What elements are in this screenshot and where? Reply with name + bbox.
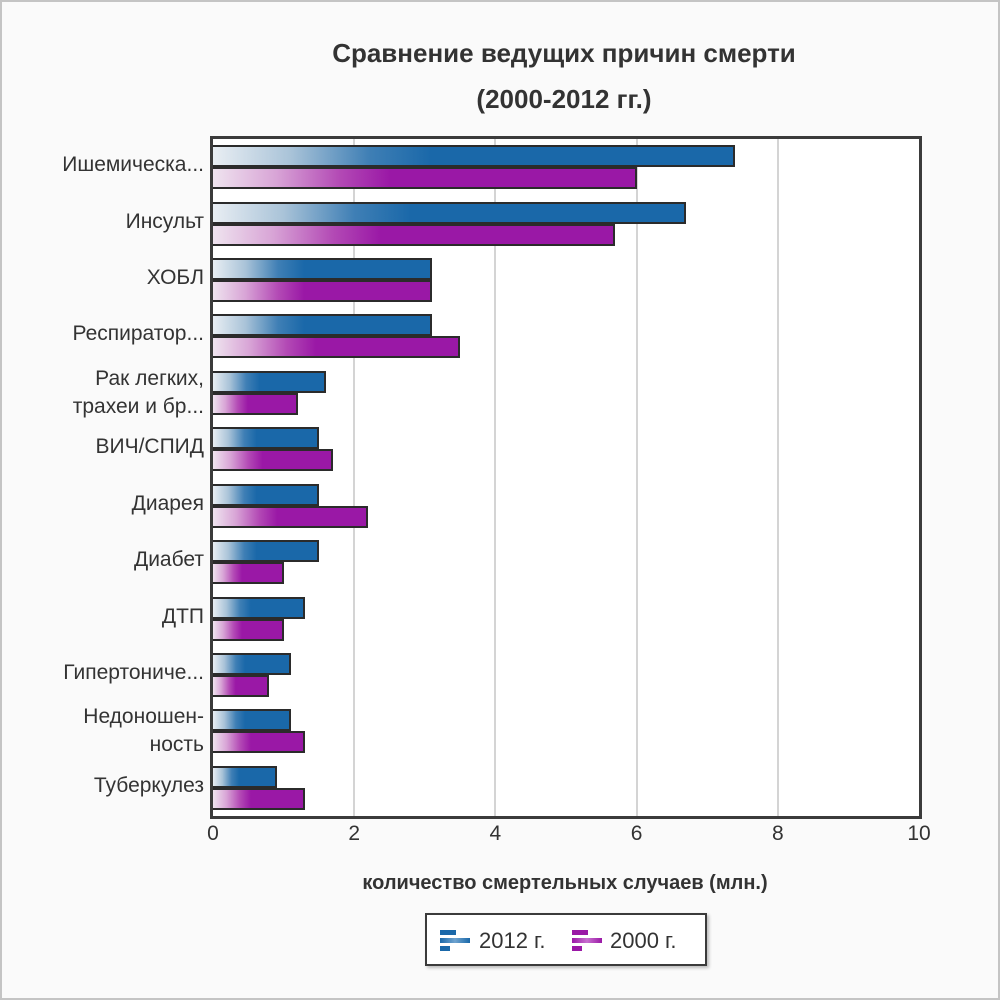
- bar-2012[interactable]: [213, 258, 432, 281]
- x-tick-label: 10: [907, 822, 931, 845]
- category-label: ВИЧ/СПИД: [95, 435, 204, 459]
- bar-2012[interactable]: [213, 370, 326, 393]
- category-label: Недоношен-ность: [83, 705, 204, 757]
- legend-item-2012[interactable]: 2012 г.: [479, 928, 546, 953]
- category-label: Ишемическа...: [62, 153, 204, 177]
- bar-2012[interactable]: [213, 145, 736, 168]
- legend-2012-icon: [440, 930, 470, 952]
- chart-title: Сравнение ведущих причин смерти: [332, 38, 796, 68]
- bar-2000[interactable]: [213, 449, 334, 472]
- category-label: ХОБЛ: [146, 266, 204, 290]
- bar-2012[interactable]: [213, 314, 432, 337]
- gridline: [635, 139, 638, 816]
- category-label: ДТП: [161, 604, 204, 628]
- bar-2012[interactable]: [213, 765, 277, 788]
- gridline: [776, 139, 779, 816]
- bar-2012[interactable]: [213, 709, 291, 732]
- gridline: [353, 139, 356, 816]
- category-label: Гипертониче...: [63, 660, 204, 684]
- plot-area: [210, 136, 922, 819]
- category-label: Рак легких, трахеи и бр...: [72, 366, 204, 418]
- gridline: [494, 139, 497, 816]
- bar-2012[interactable]: [213, 427, 319, 450]
- legend: 2012 г. 2000 г.: [425, 913, 707, 966]
- category-label: Инсульт: [125, 209, 204, 233]
- x-tick-label: 2: [348, 822, 361, 845]
- chart-subtitle: (2000-2012 гг.): [476, 84, 652, 114]
- bar-2012[interactable]: [213, 483, 319, 506]
- bar-2012[interactable]: [213, 596, 305, 619]
- x-tick-label: 6: [630, 822, 643, 845]
- x-tick-label: 8: [771, 822, 784, 845]
- bar-2012[interactable]: [213, 540, 319, 563]
- category-label: Диарея: [131, 491, 204, 515]
- category-label: Диабет: [133, 548, 204, 572]
- x-tick-label: 0: [207, 822, 219, 845]
- bar-2000[interactable]: [213, 674, 270, 697]
- legend-2000-icon: [572, 930, 602, 952]
- bar-2000[interactable]: [213, 505, 369, 528]
- bar-2000[interactable]: [213, 562, 284, 585]
- category-label: Респиратор...: [72, 322, 204, 346]
- bar-2012[interactable]: [213, 201, 687, 224]
- x-tick-label: 4: [489, 822, 502, 845]
- x-axis-title: количество смертельных случаев (млн.): [362, 872, 768, 894]
- bar-2000[interactable]: [213, 731, 305, 754]
- bar-2000[interactable]: [213, 392, 298, 415]
- legend-item-2000[interactable]: 2000 г.: [610, 928, 677, 953]
- category-label: Туберкулез: [93, 773, 204, 797]
- bar-2000[interactable]: [213, 787, 305, 810]
- bar-2012[interactable]: [213, 652, 291, 675]
- bar-2000[interactable]: [213, 167, 637, 190]
- bar-2000[interactable]: [213, 336, 461, 359]
- bar-2000[interactable]: [213, 280, 432, 303]
- bar-2000[interactable]: [213, 223, 616, 246]
- bar-2000[interactable]: [213, 618, 284, 641]
